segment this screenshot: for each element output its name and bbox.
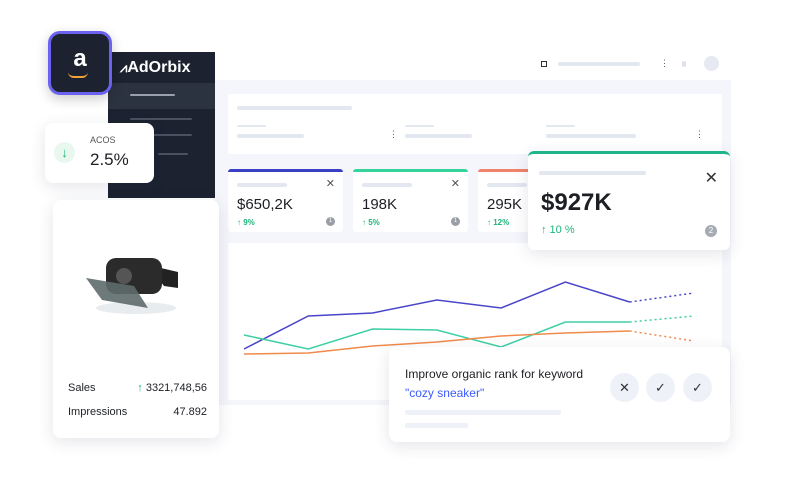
kpi-badge: 1 <box>326 217 335 226</box>
series-1-line <box>243 321 630 350</box>
series-2-projection <box>629 330 695 342</box>
highlight-kpi-card[interactable]: ✕ $927K ↑ 10 % 2 <box>528 151 730 250</box>
accept-all-button[interactable]: ✓ <box>683 373 712 402</box>
kpi-value: $927K <box>541 189 612 216</box>
impressions-value: 47.892 <box>173 406 207 418</box>
kpi-badge: 2 <box>705 225 717 237</box>
kpi-card[interactable]: ✕ 198K ↑ 5% 1 <box>353 169 468 232</box>
more-icon[interactable]: ⋮ <box>695 129 704 139</box>
sales-value: ↑ 3321,748,56 <box>137 382 207 394</box>
kpi-value: $650,2K <box>237 196 293 213</box>
more-icon[interactable]: ⋮ <box>389 129 398 139</box>
arrow-down-icon: ↓ <box>54 142 75 163</box>
brand-logo: ⩘AdOrbix <box>120 59 191 76</box>
series-2-line <box>243 330 630 355</box>
suggestion-card: Improve organic rank for keyword "cozy s… <box>389 347 730 442</box>
kpi-change: ↑ 5% <box>362 218 380 227</box>
series-1-projection <box>629 315 695 323</box>
close-icon[interactable]: ✕ <box>325 178 335 190</box>
kpi-badge: 1 <box>451 217 460 226</box>
kpi-card[interactable]: ✕ $650,2K ↑ 9% 1 <box>228 169 343 232</box>
header-card: ⋮ ⋮ <box>228 94 722 154</box>
acos-card: ↓ ACOS 2.5% <box>45 123 154 183</box>
accept-button[interactable]: ✓ <box>646 373 675 402</box>
sidebar-item[interactable] <box>130 134 192 136</box>
series-0-projection <box>629 292 695 303</box>
sidebar-item[interactable] <box>130 118 192 120</box>
arrow-up-icon: ↑ <box>137 382 146 394</box>
impressions-label: Impressions <box>68 406 128 418</box>
sales-label: Sales <box>68 382 96 394</box>
kpi-change: ↑ 12% <box>487 218 510 227</box>
acos-label: ACOS <box>90 135 116 145</box>
product-card[interactable]: Sales ↑ 3321,748,56 Impressions 47.892 <box>53 200 219 438</box>
topbar-search[interactable] <box>558 62 640 66</box>
avatar[interactable] <box>704 56 719 71</box>
kpi-change: ↑ 10 % <box>541 224 575 236</box>
bell-icon[interactable] <box>682 61 686 67</box>
kpi-change: ↑ 9% <box>237 218 255 227</box>
vr-headset-image <box>86 258 178 314</box>
amazon-logo: a <box>48 31 112 95</box>
kpi-value: 198K <box>362 196 398 213</box>
series-0-line <box>243 281 630 350</box>
more-icon[interactable]: ⋮ <box>660 58 669 68</box>
acos-value: 2.5% <box>90 150 129 169</box>
window-icon[interactable] <box>541 61 547 67</box>
suggestion-text: Improve organic rank for keyword "cozy s… <box>405 367 584 400</box>
sidebar-item[interactable] <box>158 153 188 155</box>
close-icon[interactable]: ✕ <box>450 178 460 190</box>
kpi-value: 295K <box>487 196 523 213</box>
reject-button[interactable]: ✕ <box>610 373 639 402</box>
close-icon[interactable]: ✕ <box>704 170 718 187</box>
sidebar-item-active[interactable] <box>108 83 215 109</box>
